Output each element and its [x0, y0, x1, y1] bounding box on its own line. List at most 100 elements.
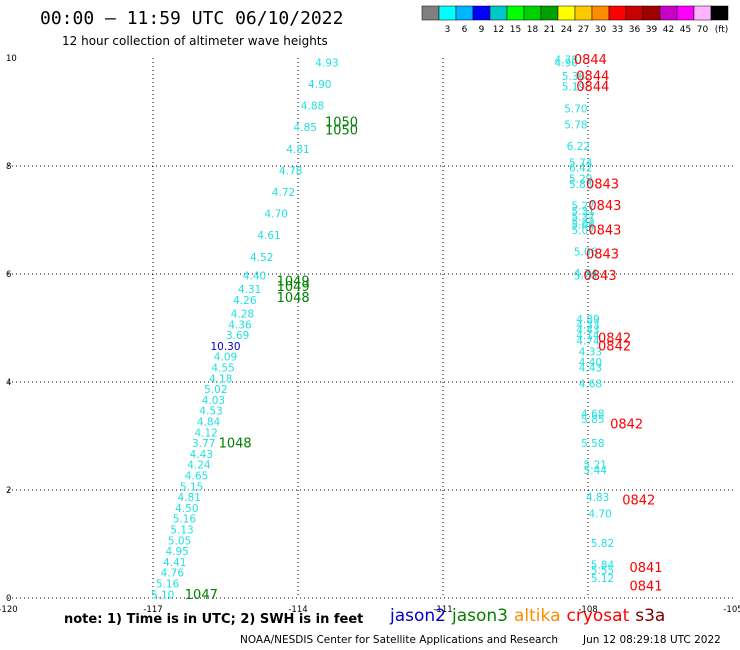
data-point-label: 4.33 [576, 319, 599, 331]
data-point-label: 5.12 [591, 573, 614, 585]
data-point-label: 1049 [277, 275, 310, 290]
colorbar-label: 39 [646, 25, 658, 35]
x-tick-label: -108 [578, 605, 597, 615]
data-point-label: 0841 [629, 580, 662, 595]
data-point-label: 4.12 [194, 427, 217, 439]
data-point-label: 4.43 [190, 449, 213, 461]
data-point-label: 0843 [586, 248, 619, 263]
colorbar-label: 15 [510, 25, 521, 35]
data-point-label: 5.58 [581, 438, 604, 450]
data-point-label: 4.95 [165, 546, 188, 558]
colorbar-label: 30 [595, 25, 607, 35]
data-point-label: 4.52 [250, 252, 273, 264]
timestamp: Jun 12 08:29:18 UTC 2022 [583, 634, 721, 646]
data-point-label: 5.55 [591, 565, 614, 577]
data-point-label: 4.85 [294, 122, 317, 134]
data-point-label: 0842 [622, 493, 655, 508]
data-point-label: 4.84 [197, 417, 221, 429]
data-point-label: 5.74 [569, 157, 593, 169]
data-point-label: 5.27 [571, 201, 594, 213]
x-tick-label: -105 [723, 605, 740, 615]
data-point-label: 5.84 [591, 560, 615, 572]
data-point-label: 4.83 [586, 492, 609, 504]
data-point-label: 5.70 [564, 103, 587, 115]
data-point-label: 5.31 [571, 206, 594, 218]
data-point-label: 4.50 [175, 503, 198, 515]
data-point-label: 4.90 [308, 79, 331, 91]
satellite-legend: jason2 jason3 altika cryosat s3a [390, 606, 671, 626]
data-point-label: 4.40 [579, 357, 602, 369]
data-point-label: 5.21 [584, 460, 607, 472]
data-point-label: 4.03 [202, 395, 225, 407]
data-point-label: 4.74 [574, 268, 598, 280]
data-point-label: 4.76 [161, 568, 185, 580]
data-point-label: 0842 [598, 331, 631, 346]
data-point-label: 6.42 [569, 163, 592, 175]
data-point-label: 4.28 [231, 309, 254, 321]
data-point-label: 1049 [277, 280, 310, 295]
data-point-label: 4.33 [579, 346, 602, 358]
data-point-label: 4.36 [228, 319, 252, 331]
data-point-label: 5.08 [571, 219, 594, 231]
data-point-label: 4.43 [576, 325, 599, 337]
data-point-label: 5.07 [571, 225, 594, 237]
data-point-label: 5.85 [581, 414, 604, 426]
data-point-label: 4.78 [279, 165, 302, 177]
footer-note: note: 1) Time is in UTC; 2) SWH is in fe… [64, 612, 364, 627]
y-tick-label: 6 [6, 270, 11, 280]
data-point-label: 4.18 [209, 373, 232, 385]
data-point-label: 5.16 [173, 514, 197, 526]
data-point-label: 5.82 [591, 538, 614, 550]
data-point-label: 4.41 [163, 557, 186, 569]
data-point-label: 1048 [219, 437, 252, 452]
colorbar-label: 45 [680, 25, 691, 35]
data-point-label: 4.89 [576, 314, 599, 326]
satellite-legend-item: cryosat [566, 606, 630, 626]
data-point-label: 4.88 [301, 101, 324, 113]
colorbar-label: 18 [527, 25, 539, 35]
data-point-label: 5.29 [569, 174, 592, 186]
data-point-label: 0842 [598, 339, 631, 354]
data-point-label: 0842 [610, 418, 643, 433]
data-point-label: 4.53 [199, 406, 222, 418]
x-tick-label: -117 [143, 605, 162, 615]
y-tick-label: 8 [6, 162, 11, 172]
colorbar-label: 70 [697, 25, 709, 35]
x-tick-label: -114 [288, 605, 307, 615]
data-point-label: 0843 [588, 199, 621, 214]
data-point-label: 4.65 [185, 471, 208, 483]
satellite-legend-item: s3a [635, 606, 666, 626]
y-tick-label: 4 [6, 378, 11, 388]
data-point-label: 1050 [325, 115, 358, 130]
data-point-label: 0844 [576, 69, 609, 84]
data-point-label: 0841 [629, 561, 662, 576]
data-point-label: 5.00 [574, 271, 597, 283]
data-point-label: 4.68 [581, 408, 604, 420]
data-point-label: 6.22 [567, 141, 590, 153]
data-point-label: 4.70 [265, 209, 288, 221]
data-point-label: 5.05 [168, 535, 191, 547]
data-point-label: 1048 [277, 291, 310, 306]
chart-subtitle: 12 hour collection of altimeter wave hei… [62, 34, 328, 48]
data-point-label: 4.55 [211, 363, 234, 375]
credit-text: NOAA/NESDIS Center for Satellite Applica… [240, 634, 558, 646]
y-tick-label: 10 [6, 54, 17, 64]
colorbar-label: 24 [561, 25, 573, 35]
data-point-label: 4.72 [272, 187, 295, 199]
data-point-label: 4.26 [233, 295, 257, 307]
data-point-label: 10.30 [210, 341, 240, 353]
data-point-label: 4.93 [315, 57, 338, 69]
data-point-label: 5.06 [574, 246, 598, 258]
x-tick-label: -111 [433, 605, 452, 615]
satellite-legend-item: altika [514, 606, 561, 626]
data-point-label: 4.40 [243, 271, 266, 283]
data-point-label: 4.14 [576, 330, 600, 342]
colorbar-swatch [710, 5, 729, 21]
colorbar-label: 42 [663, 25, 674, 35]
colorbar-label: 36 [629, 25, 641, 35]
data-point-label: 5.15 [180, 481, 203, 493]
colorbar-label: 12 [493, 25, 504, 35]
data-point-label: 5.13 [170, 525, 193, 537]
data-point-label: 1047 [185, 588, 218, 603]
